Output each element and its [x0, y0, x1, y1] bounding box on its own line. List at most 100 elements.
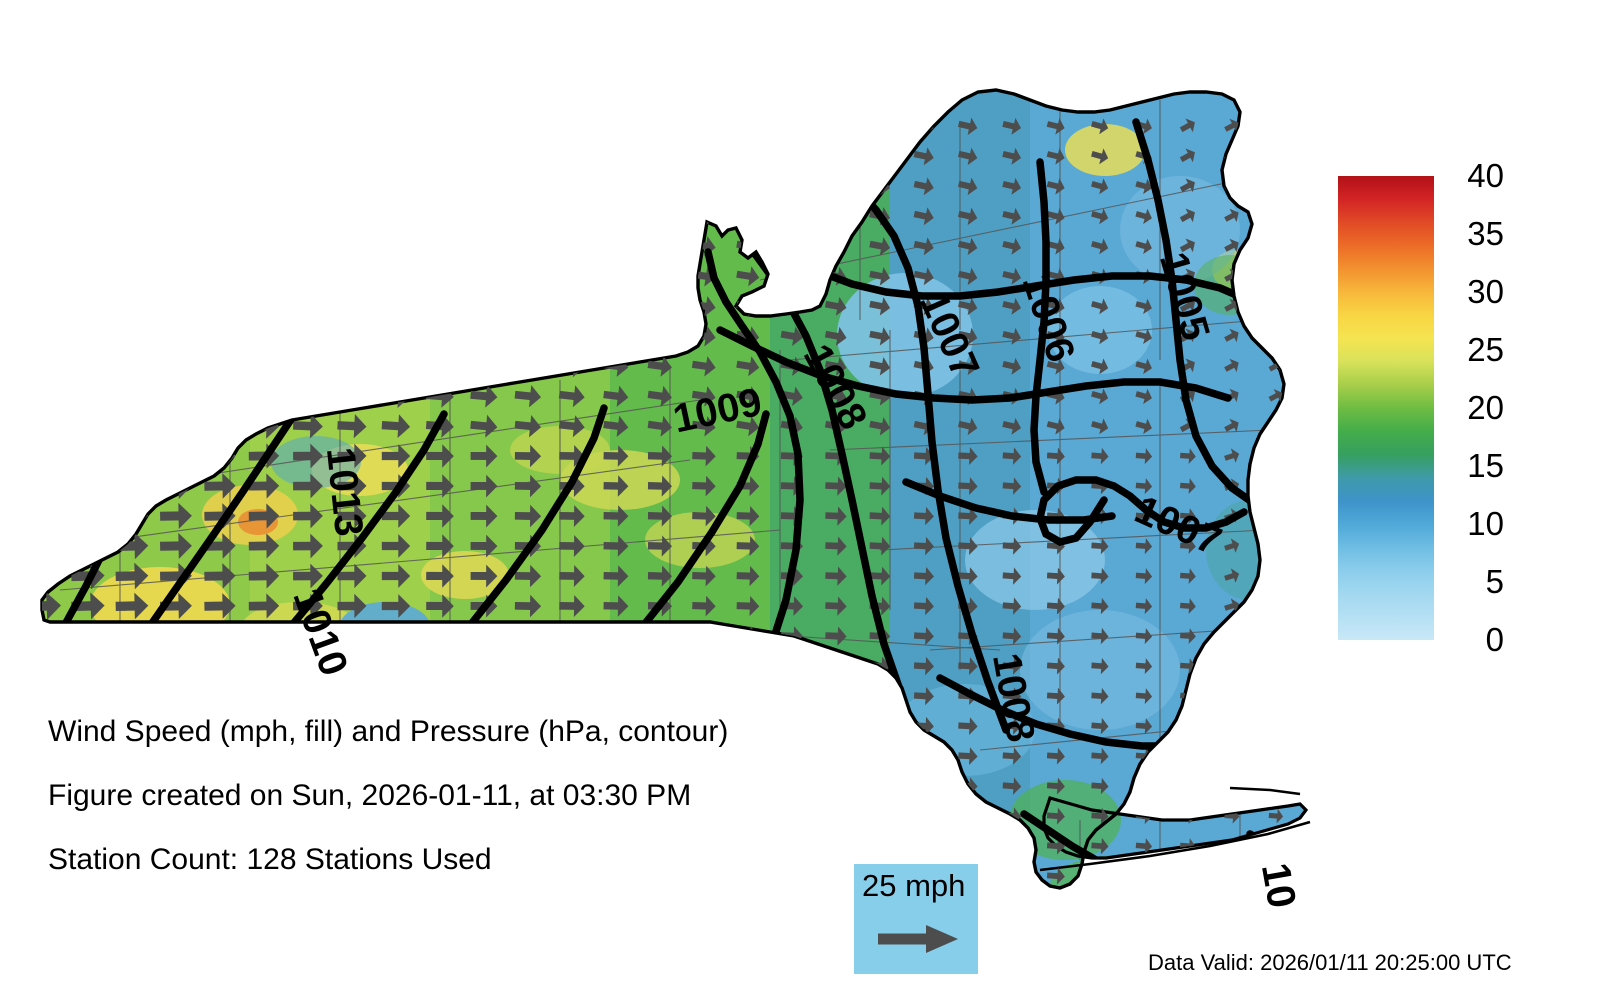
wind-arrow-shaft: [1002, 270, 1016, 280]
wind-arrow-head: [1229, 238, 1239, 253]
wind-arrow-head: [748, 266, 760, 287]
wind-arrow-shaft: [1135, 602, 1147, 609]
wind-arrow-head: [1055, 118, 1065, 135]
wind-arrow-shaft: [1135, 512, 1147, 519]
wind-arrow-shaft: [1135, 542, 1147, 549]
wind-arrow-shaft: [1091, 452, 1103, 460]
wind-arrow-shaft: [958, 150, 972, 160]
wind-arrow-shaft: [825, 512, 840, 520]
wind-arrow-shaft: [1224, 242, 1236, 252]
wind-arrow-head: [704, 296, 716, 317]
wind-arrow-head: [1011, 267, 1021, 285]
wind-arrow-head: [354, 563, 367, 589]
data-valid-timestamp: Data Valid: 2026/01/11 20:25:00 UTC: [1148, 950, 1512, 975]
wind-arrow-shaft: [1091, 572, 1103, 580]
wind-legend-label: 25 mph: [862, 868, 966, 903]
wind-arrow-shaft: [869, 452, 884, 460]
wind-arrow-head: [1055, 418, 1065, 435]
wind-arrow-head: [573, 535, 585, 557]
wind-arrow-head: [222, 473, 236, 499]
wind-arrow-shaft: [1179, 632, 1191, 639]
wind-arrow-head: [879, 387, 891, 406]
wind-arrow-shaft: [1224, 812, 1235, 819]
wind-arrow-shaft: [958, 360, 972, 370]
wind-arrow-shaft: [1046, 812, 1059, 820]
wind-arrow-head: [1143, 208, 1152, 225]
wind-arrow-head: [1188, 448, 1196, 464]
wind-arrow-shaft: [958, 330, 972, 340]
wind-arrow-shaft: [869, 330, 884, 340]
wind-arrow-head: [134, 532, 149, 560]
wind-arrow-head: [1143, 328, 1152, 345]
wind-arrow-shaft: [1091, 331, 1104, 340]
wind-arrow-shaft: [958, 452, 972, 460]
wind-arrow-shaft: [825, 542, 840, 550]
wind-arrow-shaft: [736, 270, 753, 281]
wind-arrow-head: [705, 475, 716, 497]
wind-arrow-head: [266, 563, 280, 589]
wind-arrow-shaft: [1002, 662, 1016, 670]
wind-arrow-head: [1100, 657, 1109, 675]
wind-arrow-head: [1011, 327, 1021, 345]
wind-arrow-head: [748, 356, 760, 377]
wind-arrow-head: [1143, 418, 1152, 435]
wind-arrow-shaft: [1179, 212, 1192, 223]
wind-arrow-head: [879, 237, 891, 256]
wind-arrow-shaft: [603, 390, 621, 401]
wind-vector-scale-legend: 25 mph: [854, 864, 978, 974]
wind-speed-colorbar: 40 35 30 25 20 15 10 5 0: [1338, 158, 1504, 658]
wind-arrow-head: [1143, 238, 1152, 255]
wind-arrow-shaft: [1046, 421, 1060, 430]
wind-arrow-shaft: [736, 420, 753, 431]
wind-arrow-head: [967, 417, 978, 436]
wind-arrow-head: [222, 593, 236, 619]
wind-arrow-head: [530, 594, 542, 618]
wind-arrow-shaft: [1179, 602, 1191, 609]
wind-arrow-shaft: [869, 512, 884, 520]
wind-arrow-shaft: [1091, 241, 1104, 250]
wind-arrow-head: [879, 417, 891, 436]
wind-arrow-head: [1055, 238, 1065, 255]
wind-arrow-head: [1144, 568, 1153, 585]
wind-arrow-head: [1099, 328, 1109, 345]
wind-arrow-head: [1011, 297, 1021, 315]
wind-arrow-head: [572, 415, 585, 438]
wind-arrow-shaft: [824, 330, 840, 340]
wind-arrow-head: [1099, 148, 1109, 165]
wind-arrow-shaft: [1046, 452, 1059, 460]
wind-arrow-shaft: [1135, 452, 1147, 459]
wind-arrow-head: [1011, 417, 1021, 435]
wind-arrow-shaft: [1135, 692, 1147, 699]
wind-arrow-head: [1011, 357, 1021, 375]
wind-arrow-head: [442, 534, 454, 558]
wind-arrow-head: [1100, 687, 1109, 705]
wind-arrow-shaft: [1002, 482, 1016, 490]
wind-arrow-shaft: [1046, 692, 1059, 700]
wind-arrow-shaft: [1091, 632, 1103, 640]
wind-arrow-head: [661, 565, 672, 587]
wind-arrow-head: [310, 443, 323, 469]
wind-arrow-head: [354, 593, 367, 619]
colorbar-tick-15: 15: [1467, 447, 1504, 484]
wind-arrow-shaft: [1179, 422, 1192, 433]
wind-arrow-head: [134, 562, 149, 590]
wind-arrow-shaft: [1135, 421, 1148, 430]
wind-arrow-head: [1185, 328, 1195, 343]
wind-arrow-head: [90, 592, 105, 620]
wind-arrow-shaft: [1002, 420, 1016, 430]
wind-arrow-shaft: [1091, 782, 1103, 790]
wind-arrow-head: [1056, 687, 1065, 705]
wind-arrow-shaft: [1135, 181, 1148, 190]
wind-arrow-head: [617, 505, 629, 527]
wind-arrow-head: [967, 207, 978, 226]
wind-arrow-shaft: [1179, 512, 1191, 519]
colorbar-tick-0: 0: [1485, 621, 1504, 658]
wind-arrow-shaft: [1091, 662, 1103, 670]
wind-arrow-shaft: [1046, 361, 1060, 370]
wind-arrow-head: [398, 534, 411, 558]
wind-arrow-head: [879, 327, 891, 346]
state-border: [40, 88, 1286, 890]
wind-arrow-shaft: [1091, 151, 1104, 160]
wind-arrow-shaft: [869, 420, 884, 430]
wind-arrow-head: [835, 356, 847, 376]
